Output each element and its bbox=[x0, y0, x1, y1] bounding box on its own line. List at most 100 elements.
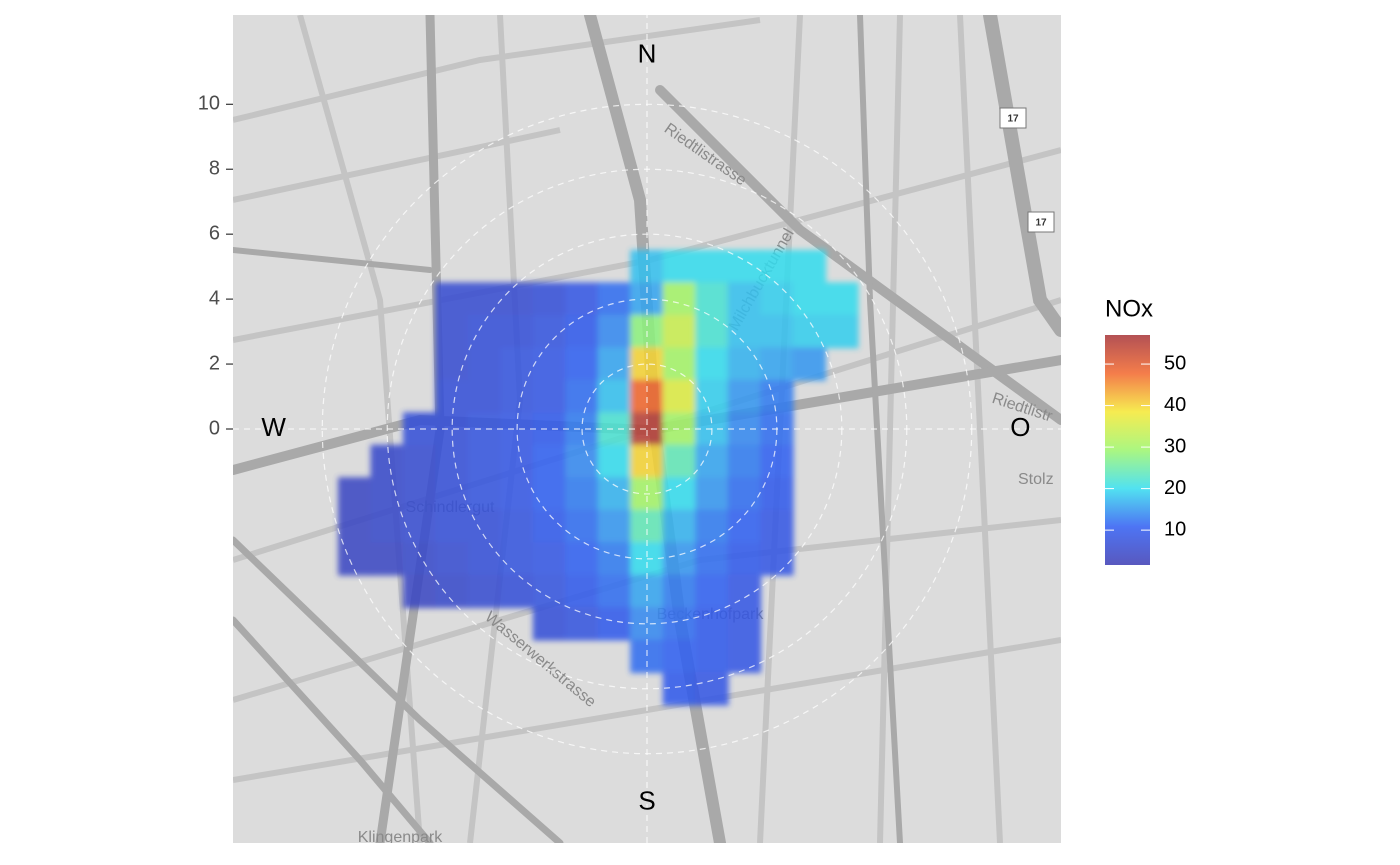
heat-cell bbox=[565, 607, 599, 641]
heat-cell bbox=[500, 379, 534, 414]
heat-cell bbox=[402, 574, 437, 609]
heat-cell bbox=[565, 542, 599, 576]
heat-cell bbox=[402, 444, 437, 479]
heat-cell bbox=[532, 379, 567, 414]
y-tick-label: 10 bbox=[198, 93, 220, 115]
heat-cell bbox=[695, 249, 729, 284]
heat-cell bbox=[662, 412, 697, 446]
heat-cell bbox=[402, 542, 437, 576]
colorbar-label: 10 bbox=[1164, 518, 1186, 540]
heat-cell bbox=[532, 542, 567, 576]
heat-cell bbox=[630, 444, 664, 479]
heat-cell bbox=[695, 282, 729, 316]
heat-cell bbox=[825, 314, 859, 349]
compass-label: N bbox=[638, 38, 657, 68]
heat-cell bbox=[727, 477, 762, 511]
heat-cell bbox=[760, 314, 794, 349]
heat-cell bbox=[662, 347, 697, 381]
heat-cell bbox=[760, 379, 794, 414]
heat-cell bbox=[695, 574, 729, 609]
heat-cell bbox=[825, 282, 859, 316]
y-tick-label: 2 bbox=[209, 352, 220, 374]
y-tick-label: 6 bbox=[209, 222, 220, 244]
heat-cell bbox=[435, 412, 469, 446]
heat-cell bbox=[695, 379, 729, 414]
heat-cell bbox=[662, 249, 697, 284]
heat-cell bbox=[695, 509, 729, 544]
heat-cell bbox=[338, 509, 372, 544]
heat-cell bbox=[727, 282, 762, 316]
heat-cell bbox=[467, 379, 502, 414]
legend-title: NOx bbox=[1105, 295, 1153, 322]
heat-cell bbox=[597, 542, 632, 576]
heat-cell bbox=[467, 542, 502, 576]
colorbar-label: 30 bbox=[1164, 435, 1186, 457]
colorbar bbox=[1105, 335, 1150, 565]
heat-cell bbox=[467, 347, 502, 381]
grid-ring bbox=[516, 298, 778, 560]
grid-ring bbox=[321, 103, 973, 755]
heat-cell bbox=[435, 574, 469, 609]
heat-cell bbox=[338, 477, 372, 511]
heat-cell bbox=[565, 347, 599, 381]
heat-cell bbox=[727, 444, 762, 479]
heat-cell bbox=[532, 477, 567, 511]
heat-cell bbox=[792, 314, 827, 349]
heat-cell bbox=[760, 444, 794, 479]
heat-cell bbox=[597, 282, 632, 316]
heatmap bbox=[338, 249, 859, 706]
heat-cell bbox=[435, 379, 469, 414]
heat-cell bbox=[467, 477, 502, 511]
grid-ring bbox=[386, 168, 908, 690]
heat-cell bbox=[565, 509, 599, 544]
colorbar-label: 20 bbox=[1164, 477, 1186, 499]
heat-cell bbox=[662, 607, 697, 641]
y-tick-label: 4 bbox=[209, 287, 220, 309]
heat-cell bbox=[565, 379, 599, 414]
heat-cell bbox=[760, 509, 794, 544]
heat-cell bbox=[597, 314, 632, 349]
grid-ring bbox=[451, 233, 843, 625]
heat-cell bbox=[727, 639, 762, 674]
heat-cell bbox=[435, 477, 469, 511]
heat-cell bbox=[500, 574, 534, 609]
heat-cell bbox=[500, 509, 534, 544]
heat-cell bbox=[760, 282, 794, 316]
heat-cell bbox=[435, 509, 469, 544]
heat-cell bbox=[695, 607, 729, 641]
road-sign bbox=[1027, 211, 1055, 233]
heat-cell bbox=[467, 509, 502, 544]
heat-cell bbox=[695, 444, 729, 479]
heat-cell bbox=[662, 444, 697, 479]
heat-cell bbox=[565, 444, 599, 479]
heat-cell bbox=[597, 444, 632, 479]
heatmap-cells bbox=[338, 249, 859, 706]
heat-cell bbox=[662, 672, 697, 706]
heat-cell bbox=[792, 249, 827, 284]
map-label: Klingenpark bbox=[358, 829, 444, 846]
heat-cell bbox=[500, 282, 534, 316]
heat-cell bbox=[565, 282, 599, 316]
road-number: 17 bbox=[1035, 218, 1047, 229]
road-sign bbox=[999, 107, 1027, 129]
heat-cell bbox=[695, 672, 729, 706]
heat-cell bbox=[662, 509, 697, 544]
heat-cell bbox=[500, 444, 534, 479]
heat-cell bbox=[532, 444, 567, 479]
map-label: Stolz bbox=[1018, 471, 1054, 488]
heat-cell bbox=[370, 542, 404, 576]
heat-cell bbox=[597, 607, 632, 641]
heat-cell bbox=[662, 639, 697, 674]
heat-cell bbox=[597, 574, 632, 609]
heat-cell bbox=[370, 509, 404, 544]
y-tick-label: 8 bbox=[209, 158, 220, 180]
heat-cell bbox=[435, 282, 469, 316]
heat-cell bbox=[435, 542, 469, 576]
heat-cell bbox=[662, 314, 697, 349]
heat-cell bbox=[532, 607, 567, 641]
heat-cell bbox=[565, 477, 599, 511]
heat-cell bbox=[760, 249, 794, 284]
heat-cell bbox=[532, 282, 567, 316]
heat-cell bbox=[695, 639, 729, 674]
